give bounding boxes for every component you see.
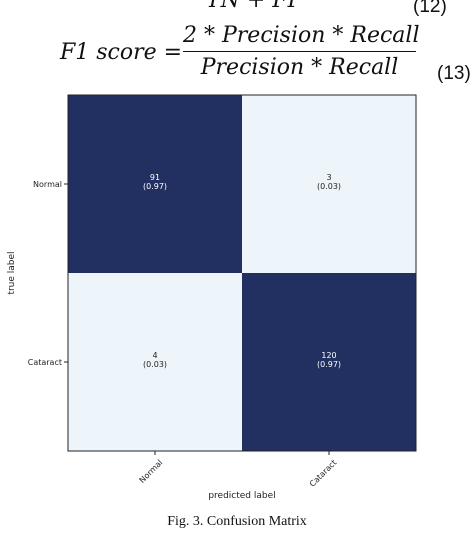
y-tick-label: Normal	[33, 180, 62, 189]
fraction-bar	[183, 51, 416, 52]
x-axis-label: predicted label	[208, 491, 275, 501]
figure-caption: Fig. 3. Confusion Matrix	[167, 514, 307, 529]
y-tick-label: Cataract	[28, 358, 62, 367]
x-tick-label: Normal	[138, 458, 165, 485]
equation-13-denominator: Precision * Recall	[200, 55, 399, 80]
equation-13-numerator: 2 * Precision * Recall	[183, 23, 420, 48]
equation-13-number: (13)	[437, 63, 471, 84]
matrix-cell	[242, 273, 416, 451]
plot-frame	[67, 94, 417, 452]
cell-ratio-label: (0.97)	[317, 360, 341, 369]
y-axis-label: true label	[7, 251, 17, 294]
x-tick-label: Cataract	[308, 458, 339, 489]
equation-13-lhs: F1 score =	[60, 40, 183, 65]
cell-ratio-label: (0.03)	[143, 360, 167, 369]
confusion-matrix-chart: 91(0.97)3(0.03)4(0.03)120(0.97) NormalCa…	[7, 94, 417, 501]
cell-count-label: 120	[321, 351, 336, 360]
matrix-cell	[242, 95, 416, 273]
cell-count-label: 4	[152, 351, 157, 360]
matrix-cell	[68, 273, 242, 451]
cell-ratio-label: (0.97)	[143, 182, 167, 191]
equation-13-fraction: 2 * Precision * Recall Precision * Recal…	[183, 22, 420, 82]
cell-ratio-label: (0.03)	[317, 182, 341, 191]
equation-12-number: (12)	[413, 0, 447, 17]
matrix-cell	[68, 95, 242, 273]
equation-12-tail: TN + FP	[206, 0, 303, 13]
cell-count-label: 3	[326, 173, 331, 182]
cell-count-label: 91	[150, 173, 160, 182]
